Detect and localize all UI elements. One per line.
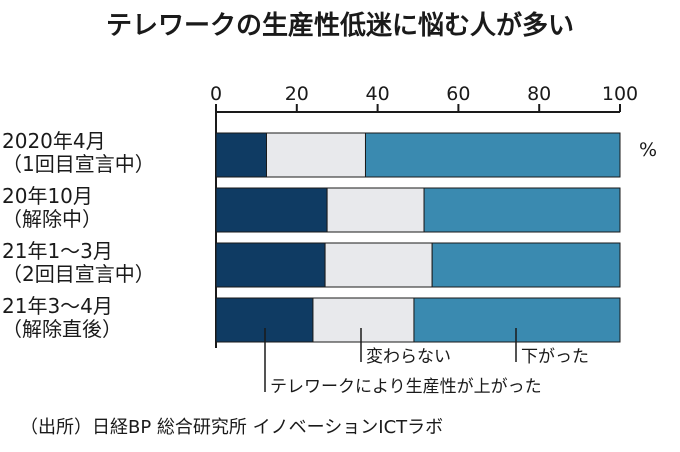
category-label: （解除中） <box>2 207 102 231</box>
bar-segment-s0-c1 <box>215 187 328 233</box>
bar-segment-s2-c2 <box>431 242 621 288</box>
legend-label-increased: テレワークにより生産性が上がった <box>270 377 542 397</box>
legend-label-unchanged: 変わらない <box>366 347 451 367</box>
bar-segment-s2-c3 <box>413 297 621 343</box>
bar-segment-s2-c1 <box>423 187 621 233</box>
x-tick-label: 60 <box>446 83 470 105</box>
x-tick-label: 40 <box>366 83 390 105</box>
bar-segment-s1-c3 <box>312 297 415 343</box>
bar-segment-s1-c2 <box>324 242 433 288</box>
bar-segment-s0-c0 <box>215 132 267 178</box>
x-tick-label: 0 <box>210 83 222 105</box>
series-callouts: 変わらない 下がった テレワークにより生産性が上がった <box>264 328 589 397</box>
bar-segment-s2-c0 <box>364 132 621 178</box>
category-label: 21年1～3月 <box>2 239 113 263</box>
category-labels: 2020年4月（1回目宣言中） 20年10月（解除中） 21年1～3月（2回目宣言中… <box>2 129 155 341</box>
category-label: 20年10月 <box>2 184 93 208</box>
x-tick-label: 20 <box>285 83 309 105</box>
legend-label-decreased: 下がった <box>521 347 589 367</box>
x-axis-ticks: 0 20 40 60 80 100 <box>210 83 638 112</box>
unit-label: % <box>639 139 657 161</box>
category-label: 2020年4月 <box>2 129 106 153</box>
chart-title: テレワークの生産性低迷に悩む人が多い <box>106 10 574 41</box>
bars <box>215 132 621 343</box>
bar-segment-s1-c0 <box>266 132 366 178</box>
category-label: 21年3～4月 <box>2 294 113 318</box>
source-note: （出所）日経BP 総合研究所 イノベーションICTラボ <box>20 417 443 438</box>
category-label: （1回目宣言中） <box>2 152 155 176</box>
bar-segment-s0-c2 <box>215 242 326 288</box>
category-label: （2回目宣言中） <box>2 262 155 286</box>
x-tick-label: 80 <box>527 83 551 105</box>
bar-segment-s1-c1 <box>326 187 425 233</box>
x-tick-label: 100 <box>602 83 638 105</box>
category-label: （解除直後） <box>2 317 122 341</box>
